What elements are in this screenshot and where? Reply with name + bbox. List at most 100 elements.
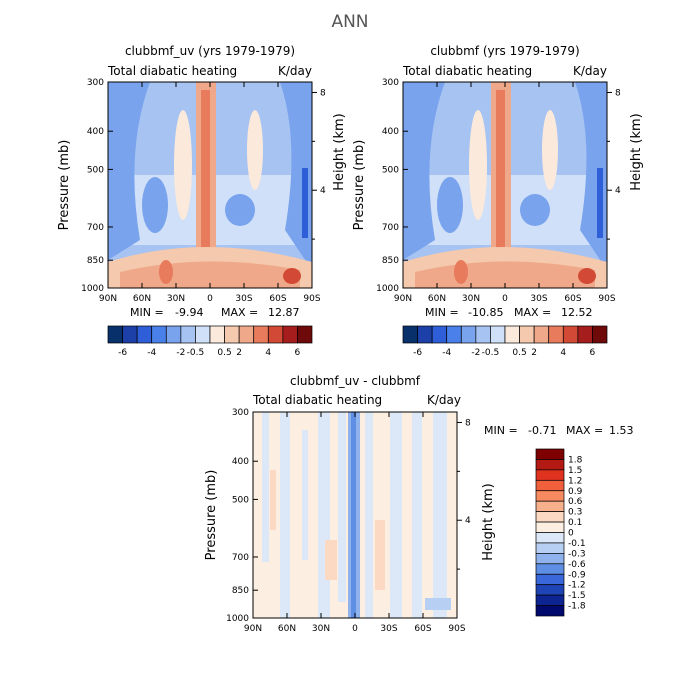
colorbar-swatch	[592, 325, 608, 344]
panel-right-xticks: 90N 60N 30N 0 30S 60S 90S	[394, 82, 616, 304]
field-polar-cooling	[597, 168, 603, 238]
field-stripe-7	[390, 412, 402, 618]
colorbar-label: 0	[568, 529, 574, 539]
ytick-label: 300	[232, 408, 249, 418]
panel-right-field	[403, 82, 607, 288]
field-stripe-3	[302, 430, 308, 560]
panel-diff-yticks: 300 400 500 700 850 1000 8 4	[226, 408, 471, 624]
colorbar-swatch	[535, 490, 565, 502]
panel-diff-max-label: MAX =	[566, 424, 603, 437]
figure-title: ANN	[331, 12, 368, 32]
ytick-label: 850	[382, 256, 399, 266]
field-midlat-warm-a	[469, 110, 487, 220]
colorbar-label: -4	[147, 348, 156, 358]
panel-left-yticks: 300 400 500 700 850 1000 8 4	[81, 78, 326, 294]
field-polar-cooling	[302, 168, 308, 238]
panel-diff-units: K/day	[427, 393, 461, 407]
colorbar-swatch	[446, 325, 462, 344]
panel-right-colorbar: -6 -4 -2 -0.5 0.5 2 4 6	[402, 325, 608, 358]
field-equator-core	[351, 412, 356, 618]
ytick-label: 500	[87, 165, 104, 175]
colorbar-label: -4	[442, 348, 451, 358]
colorbar-label: -0.9	[568, 570, 586, 580]
colorbar-swatch	[535, 532, 565, 544]
field-nh-subtropic-low	[142, 177, 168, 233]
colorbar-swatch	[475, 325, 491, 344]
panel-diff-min-value: -0.71	[528, 424, 556, 437]
panel-left-min-label: MIN =	[130, 306, 164, 319]
ytick-right-label: 8	[320, 88, 326, 98]
field-warm-patch-1	[270, 470, 276, 530]
colorbar-swatch	[224, 325, 240, 344]
panel-left-ylabel: Pressure (mb)	[57, 140, 72, 231]
colorbar-swatch	[519, 325, 535, 344]
colorbar-label: 6	[590, 348, 596, 358]
ytick-label: 700	[232, 553, 249, 563]
ytick-label: 400	[87, 127, 104, 137]
panel-right: clubbmf (yrs 1979-1979) Total diabatic h…	[352, 44, 644, 358]
colorbar-swatch	[535, 500, 565, 512]
panel-left-field	[108, 82, 312, 288]
colorbar-label: -6	[118, 348, 127, 358]
xtick-label: 90N	[99, 294, 117, 304]
colorbar-swatch	[180, 325, 196, 344]
colorbar-label: -0.6	[568, 560, 586, 570]
panel-right-ylabel-right: Height (km)	[629, 113, 644, 190]
field-stripe-6	[365, 412, 373, 618]
field-stripe-9	[433, 412, 447, 618]
ytick-label: 1000	[81, 284, 104, 294]
colorbar-label: 2	[236, 348, 242, 358]
colorbar-label: -1.8	[568, 602, 586, 612]
colorbar-label: -2	[176, 348, 185, 358]
panel-right-ylabel: Pressure (mb)	[352, 140, 367, 231]
field-warm-patch-2	[325, 540, 337, 580]
ytick-label: 300	[87, 78, 104, 88]
colorbar-swatch	[535, 542, 565, 554]
colorbar-swatch	[253, 325, 269, 344]
colorbar-swatch	[577, 325, 593, 344]
field-sh-subtropic-low	[520, 194, 550, 226]
field-stripe-5	[338, 412, 346, 602]
ytick-label: 500	[382, 165, 399, 175]
ytick-right-label: 4	[320, 186, 326, 196]
field-stripe-2	[280, 412, 290, 618]
panel-left-xticks: 90N 60N 30N 0 30S 60S 90S	[99, 82, 321, 304]
panel-diff-title: clubbmf_uv - clubbmf	[290, 374, 421, 388]
xtick-label: 60N	[278, 624, 296, 634]
panel-right-units: K/day	[573, 64, 607, 78]
panel-right-yticks: 300 400 500 700 850 1000 8 4	[376, 78, 621, 294]
panel-diff-ylabel: Pressure (mb)	[204, 470, 219, 561]
colorbar-swatch	[535, 479, 565, 492]
colorbar-label: 0.3	[568, 508, 582, 518]
field-surface-heating-a	[159, 260, 173, 284]
xtick-label: 30S	[380, 624, 397, 634]
ytick-label: 400	[382, 127, 399, 137]
panel-diff-max-value: 1.53	[609, 424, 634, 437]
xtick-label: 30S	[530, 294, 547, 304]
field-surface-heating-b	[283, 268, 301, 284]
xtick-label: 60S	[269, 294, 286, 304]
field-surface-heating-a	[454, 260, 468, 284]
panel-right-max-value: 12.52	[561, 306, 593, 319]
colorbar-swatch	[282, 325, 298, 344]
panel-diff-ylabel-right: Height (km)	[481, 483, 496, 560]
panel-left-ylabel-right: Height (km)	[332, 113, 347, 190]
colorbar-label: -2	[471, 348, 480, 358]
colorbar-label: -0.1	[568, 539, 586, 549]
colorbar-label: 0.5	[217, 348, 231, 358]
xtick-label: 30N	[462, 294, 480, 304]
field-surface-low	[425, 598, 451, 610]
colorbar-swatch	[535, 511, 565, 523]
colorbar-swatch	[402, 325, 418, 344]
ytick-label: 400	[232, 457, 249, 467]
colorbar-swatch	[460, 325, 477, 344]
colorbar-label: -0.5	[482, 348, 500, 358]
colorbar-swatch	[107, 325, 123, 344]
colorbar-label: 1.2	[568, 476, 582, 486]
panel-right-min-label: MIN =	[425, 306, 459, 319]
xtick-label: 60N	[428, 294, 446, 304]
colorbar-label: 6	[295, 348, 301, 358]
field-left-negative	[108, 82, 150, 260]
panel-diff-field	[253, 412, 457, 618]
ytick-right-label: 8	[615, 88, 621, 98]
